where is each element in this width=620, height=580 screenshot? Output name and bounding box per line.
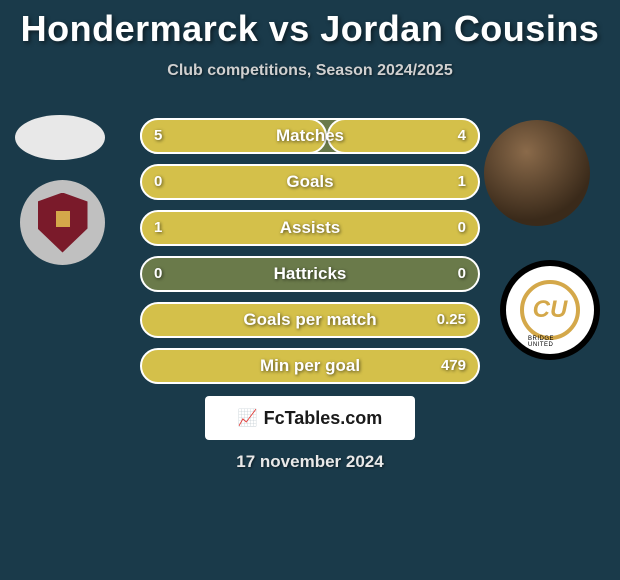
player-left-avatar (15, 115, 105, 160)
stat-row: 54Matches (140, 118, 480, 154)
chart-icon: 📈 (238, 408, 258, 428)
stat-label: Goals per match (140, 302, 480, 338)
subtitle: Club competitions, Season 2024/2025 (0, 62, 620, 80)
comparison-chart: 54Matches 01Goals 10Assists 00Hattricks 0.25… (140, 118, 480, 394)
crest-right-initials: CU (520, 280, 580, 340)
player-right-avatar (484, 120, 590, 226)
stat-label: Goals (140, 164, 480, 200)
stat-label: Min per goal (140, 348, 480, 384)
stat-row: 479Min per goal (140, 348, 480, 384)
stat-label: Assists (140, 210, 480, 246)
stat-row: 10Assists (140, 210, 480, 246)
stat-label: Hattricks (140, 256, 480, 292)
crest-right-band: BRIDGE UNITED (528, 336, 572, 348)
club-crest-left (20, 180, 105, 265)
club-crest-right: CU BRIDGE UNITED (500, 260, 600, 360)
date-text: 17 november 2024 (0, 452, 620, 472)
brand-badge: 📈 FcTables.com (205, 396, 415, 440)
shield-icon (38, 193, 88, 253)
stat-label: Matches (140, 118, 480, 154)
stat-row: 00Hattricks (140, 256, 480, 292)
stat-row: 01Goals (140, 164, 480, 200)
stat-row: 0.25Goals per match (140, 302, 480, 338)
page-title: Hondermarck vs Jordan Cousins (0, 0, 620, 50)
brand-text: FcTables.com (264, 408, 383, 429)
